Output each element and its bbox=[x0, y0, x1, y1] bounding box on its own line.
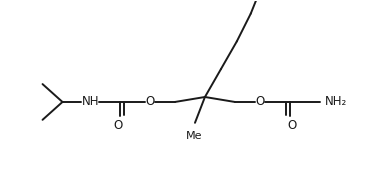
Text: Me: Me bbox=[186, 131, 202, 141]
Text: O: O bbox=[114, 119, 123, 132]
Text: NH: NH bbox=[82, 95, 99, 108]
Text: NH₂: NH₂ bbox=[325, 95, 347, 108]
Text: O: O bbox=[287, 119, 296, 132]
Text: O: O bbox=[145, 95, 155, 108]
Text: O: O bbox=[255, 95, 264, 108]
